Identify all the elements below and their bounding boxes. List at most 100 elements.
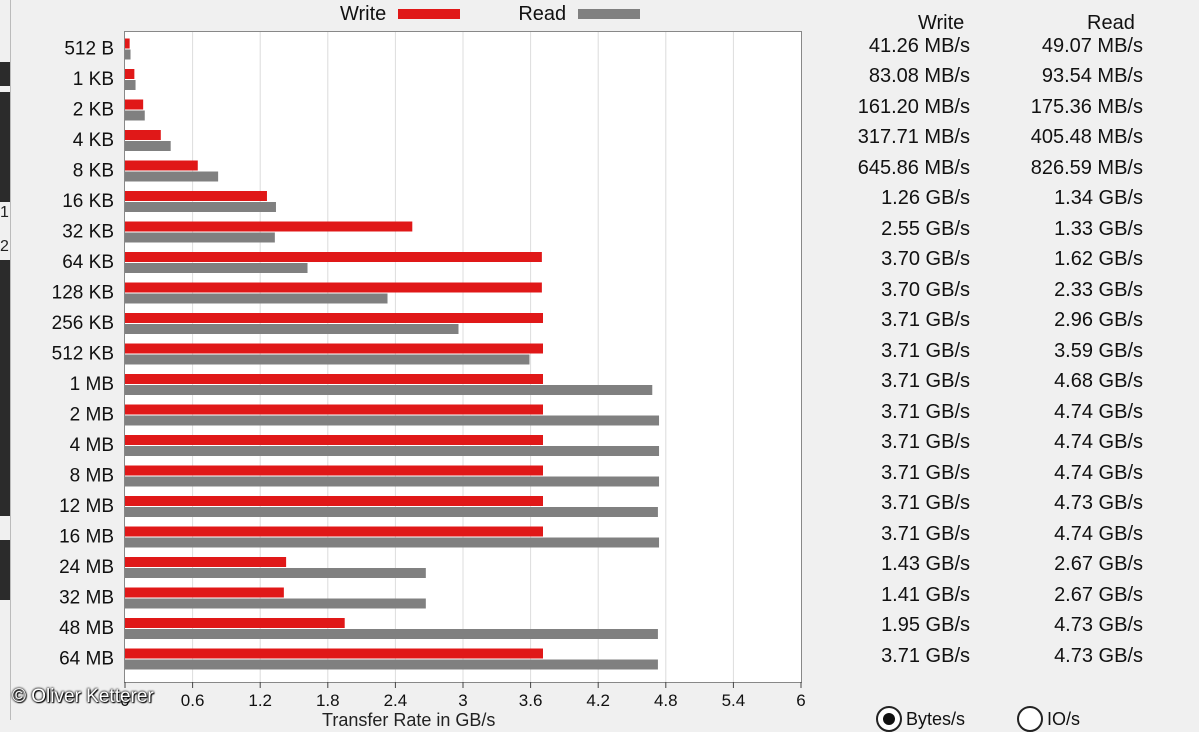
radio-bytes-per-second[interactable]: Bytes/s xyxy=(876,706,965,732)
write-value-cell: 3.71 GB/s xyxy=(881,400,970,423)
strip-dark-segment xyxy=(0,540,10,600)
y-category-label: 4 KB xyxy=(73,130,114,151)
read-bar xyxy=(125,659,658,670)
read-bar xyxy=(125,598,426,609)
read-value-cell: 4.74 GB/s xyxy=(1054,431,1143,453)
read-value-cell: 2.67 GB/s xyxy=(1054,583,1143,606)
read-bar xyxy=(125,141,171,151)
write-value-cell: 645.86 MB/s xyxy=(857,156,970,179)
write-bar xyxy=(125,526,543,537)
read-value-cell: 2.96 GB/s xyxy=(1054,309,1143,331)
write-bar xyxy=(125,618,345,628)
read-bar xyxy=(125,385,653,395)
strip-dark-segment xyxy=(0,62,10,86)
x-tick-label: 3.6 xyxy=(519,691,543,710)
read-bar xyxy=(125,476,660,487)
write-value-cell: 1.43 GB/s xyxy=(881,553,970,575)
y-category-label: 16 MB xyxy=(59,527,114,548)
read-bar xyxy=(125,537,660,548)
y-category-label: 32 KB xyxy=(62,222,114,243)
read-bar xyxy=(125,415,660,426)
read-bar xyxy=(125,232,275,243)
legend-label-write: Write xyxy=(340,2,387,25)
legend-label-read: Read xyxy=(518,2,567,25)
read-value-cell: 1.62 GB/s xyxy=(1054,248,1143,270)
write-bar xyxy=(125,435,543,445)
x-tick-label: 1.8 xyxy=(316,691,340,710)
radio-selected-icon[interactable] xyxy=(876,706,902,732)
write-value-cell: 3.71 GB/s xyxy=(881,431,970,453)
legend-item-read: Read xyxy=(518,2,641,26)
write-bar xyxy=(125,313,543,323)
write-bar xyxy=(125,160,198,171)
write-bar xyxy=(125,404,543,415)
read-value-cell: 4.68 GB/s xyxy=(1054,370,1143,392)
y-category-label: 4 MB xyxy=(70,435,114,456)
copyright-watermark: © Oliver Ketterer xyxy=(12,686,154,707)
strip-dark-segment xyxy=(0,260,10,516)
read-bar xyxy=(125,263,308,273)
read-value-cell: 2.67 GB/s xyxy=(1054,553,1143,575)
x-tick-label: 4.8 xyxy=(654,691,678,710)
write-bar xyxy=(125,343,543,354)
write-bar xyxy=(125,69,135,79)
write-value-cell: 3.70 GB/s xyxy=(881,278,970,301)
write-bar xyxy=(125,221,413,232)
read-bar xyxy=(125,354,530,365)
x-tick-label: 5.4 xyxy=(722,691,746,710)
x-tick-label: 4.2 xyxy=(586,691,610,710)
x-tick-label: 0.6 xyxy=(181,691,205,710)
y-category-label: 8 MB xyxy=(70,466,114,487)
radio-unselected-icon[interactable] xyxy=(1017,706,1043,732)
write-value-cell: 3.70 GB/s xyxy=(881,248,970,270)
read-bar xyxy=(125,80,136,90)
read-bar xyxy=(125,110,145,121)
y-category-label: 1 KB xyxy=(73,69,114,90)
read-bar xyxy=(125,171,219,182)
y-category-label: 32 MB xyxy=(59,588,114,609)
write-value-cell: 317.71 MB/s xyxy=(857,126,970,148)
write-value-cell: 1.95 GB/s xyxy=(881,614,970,636)
read-value-cell: 4.73 GB/s xyxy=(1054,492,1143,514)
y-category-label: 512 B xyxy=(64,39,114,60)
write-value-cell: 3.71 GB/s xyxy=(881,370,970,392)
strip-number: 2 xyxy=(0,238,9,255)
write-value-cell: 1.26 GB/s xyxy=(881,187,970,209)
x-tick-label: 1.2 xyxy=(248,691,272,710)
write-bar xyxy=(125,496,543,506)
legend-swatch-read xyxy=(578,9,641,19)
chart-legend: Write Read xyxy=(340,2,641,26)
y-category-label: 2 MB xyxy=(70,405,114,426)
read-bar xyxy=(125,629,658,639)
y-category-label: 24 MB xyxy=(59,557,114,578)
read-bar xyxy=(125,507,658,517)
radio-io-per-second[interactable]: IO/s xyxy=(1017,706,1080,732)
write-value-cell: 2.55 GB/s xyxy=(881,217,970,240)
x-tick-label: 3 xyxy=(458,691,467,710)
write-bar xyxy=(125,374,543,384)
left-window-strip: 1 2 xyxy=(0,0,11,720)
y-category-label: 2 KB xyxy=(73,100,114,121)
radio-label: IO/s xyxy=(1047,708,1081,729)
strip-number: 1 xyxy=(0,204,9,221)
read-bar xyxy=(125,49,131,60)
y-category-label: 64 MB xyxy=(59,649,114,670)
read-value-cell: 4.74 GB/s xyxy=(1054,522,1143,545)
read-value-cell: 2.33 GB/s xyxy=(1054,278,1143,301)
x-tick-label: 0 xyxy=(120,691,129,710)
write-value-cell: 3.71 GB/s xyxy=(881,492,970,514)
write-value-cell: 3.71 GB/s xyxy=(881,309,970,331)
write-value-cell: 1.41 GB/s xyxy=(881,583,970,606)
read-value-cell: 4.74 GB/s xyxy=(1054,400,1143,423)
read-value-cell: 826.59 MB/s xyxy=(1030,156,1143,179)
x-axis-label: Transfer Rate in GB/s xyxy=(322,710,496,730)
y-category-label: 48 MB xyxy=(59,618,114,639)
y-category-label: 1 MB xyxy=(70,374,114,395)
read-value-cell: 93.54 MB/s xyxy=(1041,65,1143,87)
write-bar xyxy=(125,99,144,110)
write-bar xyxy=(125,282,542,293)
write-value-cell: 3.71 GB/s xyxy=(881,339,970,362)
read-value-cell: 4.73 GB/s xyxy=(1054,614,1143,636)
write-bar xyxy=(125,465,543,476)
